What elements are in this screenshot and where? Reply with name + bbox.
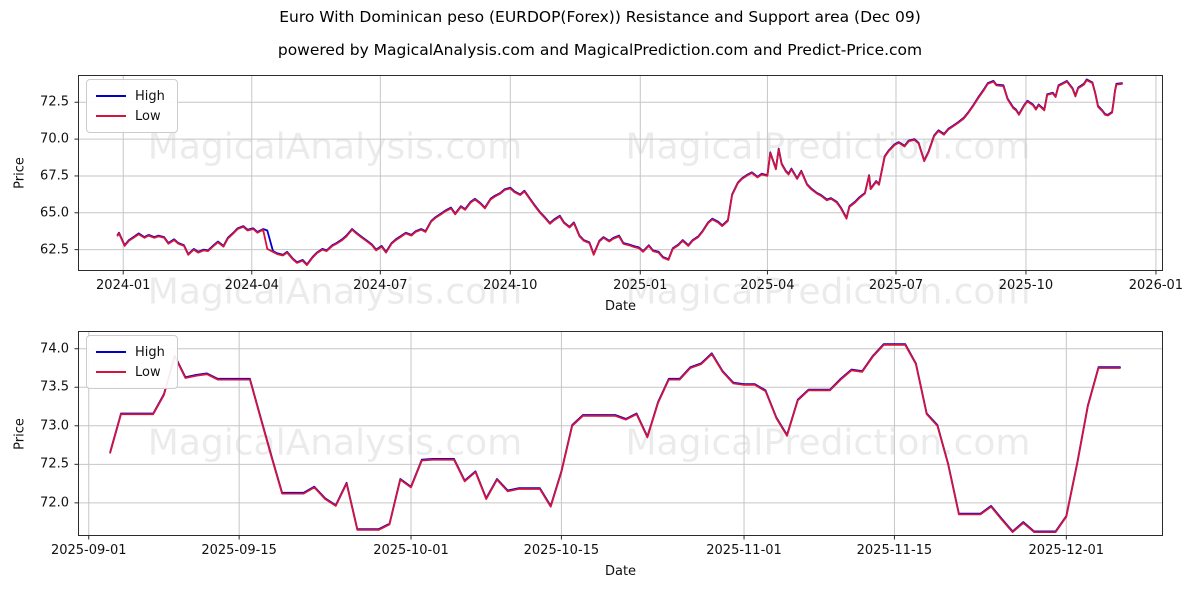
page-title: Euro With Dominican peso (EURDOP(Forex))… — [279, 8, 921, 26]
y-tick-label: 62.5 — [40, 242, 69, 258]
y-tick-label: 72.5 — [40, 456, 69, 472]
x-tick-label: 2024-04 — [224, 278, 279, 293]
y-tick-label: 65.0 — [40, 205, 69, 221]
y-tick-label: 73.0 — [40, 418, 69, 434]
top-chart: Price Date High Low 2024-01 2024-04 2024-0… — [13, 75, 1183, 314]
x-tick-label: 2025-12-01 — [1028, 543, 1105, 558]
y-tick-label: 73.5 — [40, 379, 69, 395]
x-tick-label: 2024-07 — [353, 278, 408, 293]
legend-label-low: Low — [135, 364, 161, 380]
x-tick-label: 2025-07 — [868, 278, 924, 293]
y-tick-label: 67.5 — [40, 168, 69, 184]
bottom-chart-legend: High Low — [86, 335, 178, 389]
x-tick-label: 2025-04 — [740, 278, 795, 293]
top-chart-legend: High Low — [86, 79, 178, 133]
y-tick-label: 72.0 — [40, 495, 69, 511]
legend-entry-high: High — [96, 342, 165, 362]
x-tick-label: 2025-09-15 — [201, 543, 277, 558]
page-subtitle: powered by MagicalAnalysis.com and Magic… — [277, 41, 923, 59]
x-tick-label: 2025-11-01 — [706, 543, 782, 558]
legend-label-high: High — [135, 88, 165, 104]
top-chart-ylabel: Price — [12, 157, 28, 189]
legend-label-low: Low — [135, 108, 161, 124]
x-tick-label: 2024-01 — [96, 278, 151, 293]
legend-entry-high: High — [96, 86, 165, 106]
top-chart-canvas — [74, 75, 1163, 275]
legend-label-high: High — [135, 344, 165, 360]
y-tick-label: 70.0 — [40, 131, 69, 147]
top-chart-xlabel: Date — [604, 299, 637, 314]
low-line-icon — [96, 371, 126, 373]
y-tick-label: 74.0 — [40, 341, 69, 357]
watermark-analysis-bottom: MagicalAnalysis.com — [147, 422, 523, 464]
x-tick-label: 2025-09-01 — [50, 543, 127, 558]
watermark-prediction-top: MagicalPrediction.com — [625, 126, 1031, 168]
high-line-icon — [96, 95, 126, 97]
x-tick-label: 2025-10-15 — [523, 543, 600, 558]
bottom-chart: Price Date High Low 2025-09-01 2025-09-15… — [13, 331, 1163, 579]
low-line-icon — [96, 115, 126, 117]
x-tick-label: 2025-01 — [613, 278, 668, 293]
x-tick-label: 2024-10 — [483, 278, 538, 293]
x-tick-label: 2025-11-15 — [856, 543, 933, 558]
legend-entry-low: Low — [96, 362, 165, 382]
watermark-analysis-mid: MagicalAnalysis.com — [147, 271, 523, 313]
y-tick-label: 72.5 — [40, 94, 69, 110]
legend-entry-low: Low — [96, 106, 165, 126]
x-tick-label: 2025-10 — [998, 278, 1054, 293]
bottom-chart-xlabel: Date — [604, 564, 637, 579]
x-tick-label: 2026-01 — [1128, 278, 1184, 293]
bottom-chart-canvas — [74, 331, 1163, 540]
x-tick-label: 2025-10-01 — [373, 543, 449, 558]
bottom-chart-ylabel: Price — [12, 417, 28, 450]
high-line-icon — [96, 351, 126, 353]
watermark-analysis-top: MagicalAnalysis.com — [147, 126, 523, 168]
watermark-prediction-mid: MagicalPrediction.com — [625, 271, 1031, 313]
watermark-prediction-bottom: MagicalPrediction.com — [625, 422, 1031, 464]
